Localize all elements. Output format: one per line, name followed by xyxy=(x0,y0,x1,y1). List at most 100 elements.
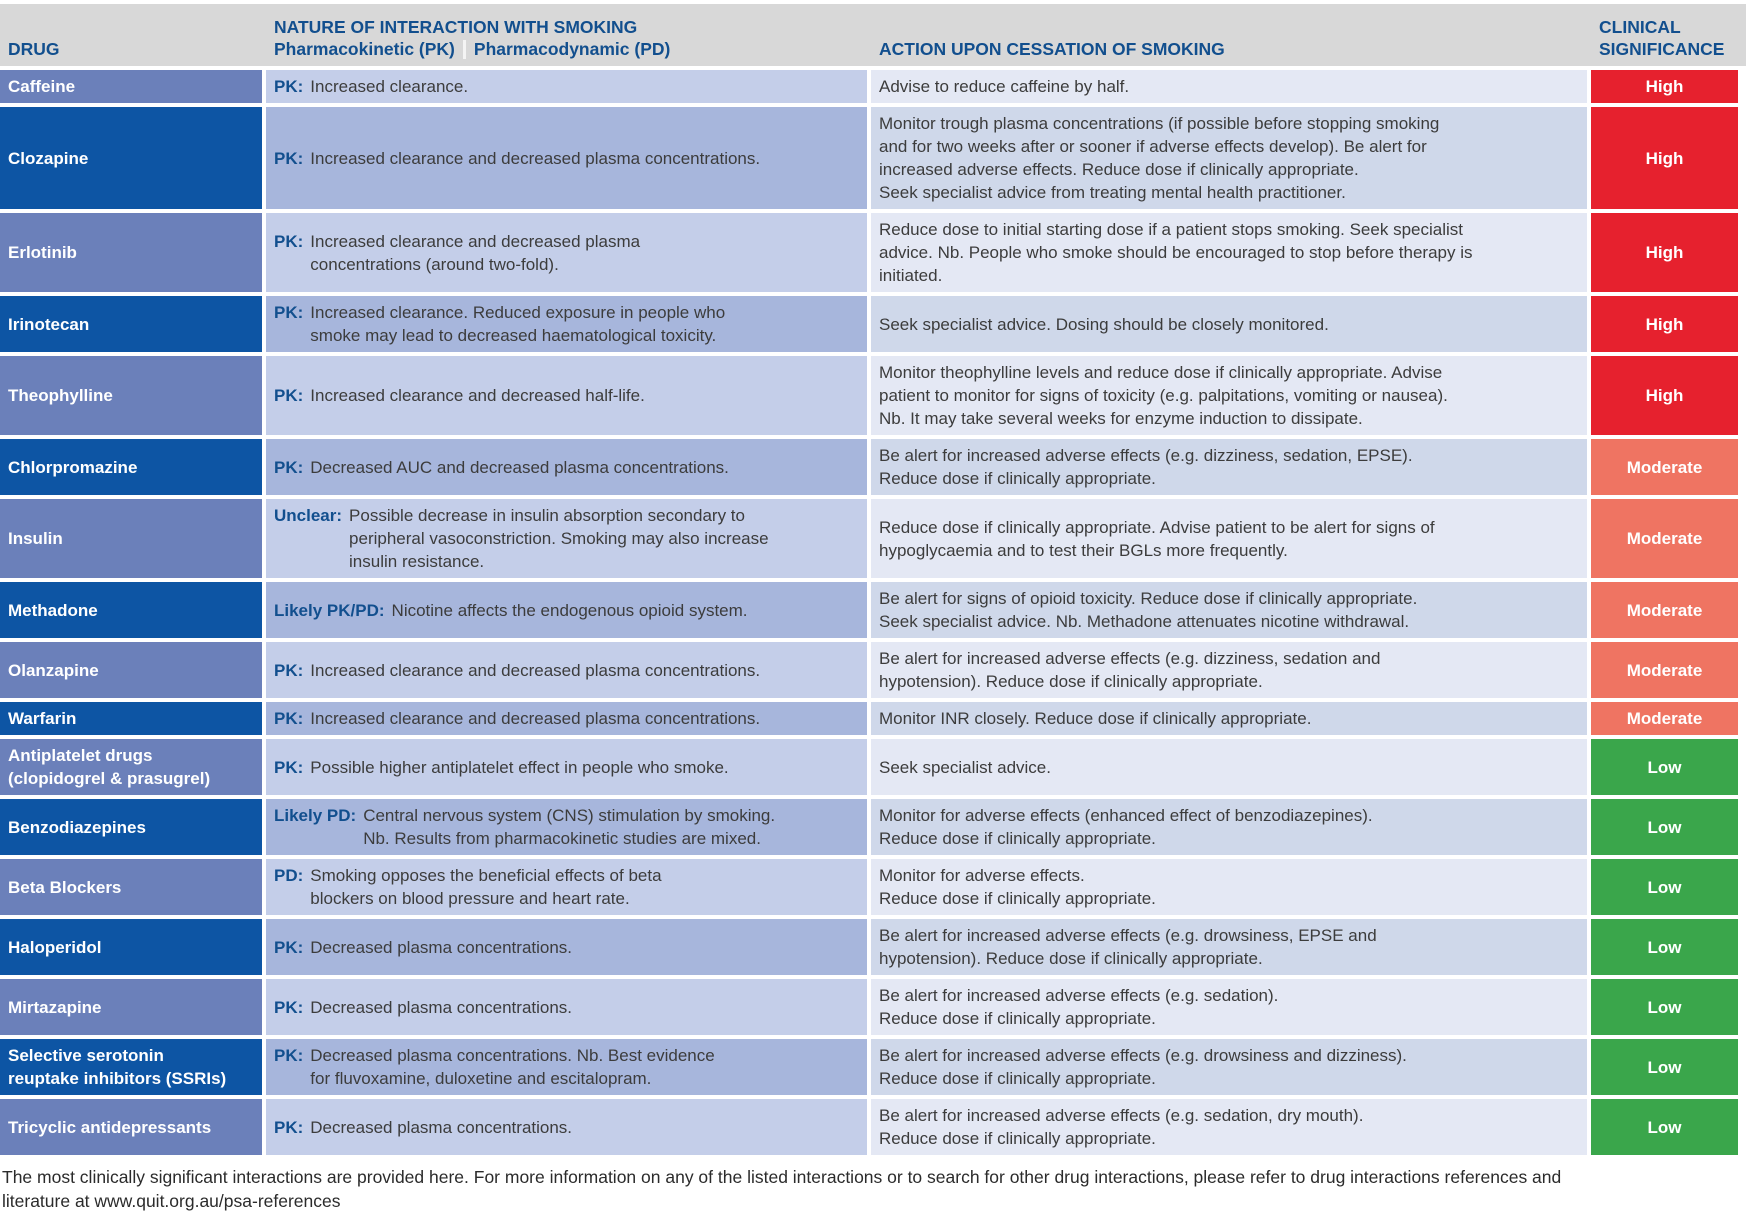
interaction-text: Increased clearance and decreased plasma… xyxy=(310,231,641,274)
interaction-cell: PK: Increased clearance and decreased pl… xyxy=(266,107,867,209)
action-cell: Be alert for increased adverse effects (… xyxy=(871,1039,1587,1095)
significance-badge: Low xyxy=(1591,1039,1738,1095)
interaction-type-label: PK: xyxy=(274,997,304,1017)
interaction-type-label: PK: xyxy=(274,148,304,168)
interaction-cell: Likely PD: Central nervous system (CNS) … xyxy=(266,799,867,855)
table-row: Erlotinib PK: Increased clearance and de… xyxy=(0,213,1746,292)
interaction-cell: PK: Decreased plasma concentrations. xyxy=(266,979,867,1035)
interaction-type-label: PK: xyxy=(274,1117,304,1137)
action-cell: Be alert for increased adverse effects (… xyxy=(871,439,1587,495)
interaction-type-label: PK: xyxy=(274,709,304,728)
action-cell: Seek specialist advice. Dosing should be… xyxy=(871,296,1587,352)
interaction-cell: Unclear: Possible decrease in insulin ab… xyxy=(266,499,867,578)
significance-badge: Low xyxy=(1591,859,1738,915)
interaction-type-label: PK: xyxy=(274,231,304,251)
interaction-type-label: PK: xyxy=(274,757,304,777)
table-row: Selective serotonin reuptake inhibitors … xyxy=(0,1039,1746,1095)
significance-badge: High xyxy=(1591,296,1738,352)
drug-name-cell: Selective serotonin reuptake inhibitors … xyxy=(0,1039,262,1095)
significance-badge: Moderate xyxy=(1591,499,1738,578)
action-cell: Be alert for increased adverse effects (… xyxy=(871,979,1587,1035)
interaction-type-label: PK: xyxy=(274,77,304,96)
drug-name-cell: Irinotecan xyxy=(0,296,262,352)
interaction-text: Nicotine affects the endogenous opioid s… xyxy=(391,600,748,620)
significance-badge: Low xyxy=(1591,979,1738,1035)
action-cell: Be alert for increased adverse effects (… xyxy=(871,919,1587,975)
header-pharmacodynamic: Pharmacodynamic (PD) xyxy=(473,39,671,59)
interaction-text: Central nervous system (CNS) stimulation… xyxy=(363,806,776,848)
interaction-cell: PK: Possible higher antiplatelet effect … xyxy=(266,739,867,795)
significance-badge: Low xyxy=(1591,739,1738,795)
table-row: Chlorpromazine PK: Decreased AUC and dec… xyxy=(0,439,1746,495)
interaction-text: Decreased plasma concentrations. xyxy=(310,937,573,957)
interaction-text: Increased clearance and decreased plasma… xyxy=(310,660,761,680)
action-cell: Monitor for adverse effects (enhanced ef… xyxy=(871,799,1587,855)
drug-name-cell: Insulin xyxy=(0,499,262,578)
action-cell: Monitor theophylline levels and reduce d… xyxy=(871,356,1587,435)
interaction-type-label: PD: xyxy=(274,866,304,885)
action-cell: Be alert for increased adverse effects (… xyxy=(871,642,1587,698)
header-pharmacokinetic: Pharmacokinetic (PK) xyxy=(274,39,455,59)
drug-name-cell: Chlorpromazine xyxy=(0,439,262,495)
interaction-cell: PK: Increased clearance and decreased pl… xyxy=(266,702,867,735)
table-header-row: DRUG NATURE OF INTERACTION WITH SMOKING … xyxy=(0,4,1746,66)
drug-name-cell: Haloperidol xyxy=(0,919,262,975)
interaction-type-label: PK: xyxy=(274,660,304,680)
interaction-type-label: PK: xyxy=(274,937,304,957)
significance-badge: Moderate xyxy=(1591,642,1738,698)
interaction-cell: PK: Increased clearance. Reduced exposur… xyxy=(266,296,867,352)
table-row: Haloperidol PK: Decreased plasma concent… xyxy=(0,919,1746,975)
action-cell: Seek specialist advice. xyxy=(871,739,1587,795)
drug-name-cell: Warfarin xyxy=(0,702,262,735)
action-cell: Reduce dose to initial starting dose if … xyxy=(871,213,1587,292)
table-row: Methadone Likely PK/PD: Nicotine affects… xyxy=(0,582,1746,638)
action-cell: Reduce dose if clinically appropriate. A… xyxy=(871,499,1587,578)
table-row: Beta Blockers PD: Smoking opposes the be… xyxy=(0,859,1746,915)
significance-badge: Moderate xyxy=(1591,439,1738,495)
header-action-upon-cessation: ACTION UPON CESSATION OF SMOKING xyxy=(879,39,1225,59)
interaction-cell: PK: Decreased plasma concentrations. xyxy=(266,919,867,975)
drug-name-cell: Antiplatelet drugs (clopidogrel & prasug… xyxy=(0,739,262,795)
interaction-cell: PK: Increased clearance. xyxy=(266,70,867,103)
table-row: Tricyclic antidepressants PK: Decreased … xyxy=(0,1099,1746,1155)
interaction-text: Possible decrease in insulin absorption … xyxy=(349,506,769,571)
significance-badge: High xyxy=(1591,213,1738,292)
drug-name-cell: Tricyclic antidepressants xyxy=(0,1099,262,1155)
header-nature-of-interaction: NATURE OF INTERACTION WITH SMOKING Pharm… xyxy=(266,16,867,60)
pk-pd-divider xyxy=(462,39,466,59)
table-row: Benzodiazepines Likely PD: Central nervo… xyxy=(0,799,1746,855)
significance-badge: Low xyxy=(1591,919,1738,975)
significance-badge: High xyxy=(1591,107,1738,209)
interaction-type-label: Likely PD: xyxy=(274,806,357,825)
interaction-type-label: PK: xyxy=(274,457,304,477)
drug-name-cell: Methadone xyxy=(0,582,262,638)
interaction-text: Decreased plasma concentrations. xyxy=(310,997,573,1017)
interaction-cell: PK: Decreased plasma concentrations. Nb.… xyxy=(266,1039,867,1095)
table-row: Olanzapine PK: Increased clearance and d… xyxy=(0,642,1746,698)
table-row: Warfarin PK: Increased clearance and dec… xyxy=(0,702,1746,735)
drug-name-cell: Theophylline xyxy=(0,356,262,435)
significance-badge: Moderate xyxy=(1591,582,1738,638)
action-cell: Monitor INR closely. Reduce dose if clin… xyxy=(871,702,1587,735)
drug-name-cell: Erlotinib xyxy=(0,213,262,292)
interaction-type-label: PK: xyxy=(274,386,304,405)
header-nature-title: NATURE OF INTERACTION WITH SMOKING xyxy=(274,17,638,37)
table-row: Mirtazapine PK: Decreased plasma concent… xyxy=(0,979,1746,1035)
action-cell: Advise to reduce caffeine by half. xyxy=(871,70,1587,103)
interaction-cell: PK: Increased clearance and decreased pl… xyxy=(266,213,867,292)
header-clinical-significance: CLINICAL SIGNIFICANCE xyxy=(1599,17,1725,59)
interaction-text: Smoking opposes the beneficial effects o… xyxy=(310,866,662,908)
interaction-text: Increased clearance and decreased plasma… xyxy=(310,148,761,168)
action-cell: Be alert for signs of opioid toxicity. R… xyxy=(871,582,1587,638)
interaction-text: Increased clearance. xyxy=(310,77,469,96)
interaction-text: Decreased plasma concentrations. Nb. Bes… xyxy=(310,1046,715,1088)
drug-name-cell: Olanzapine xyxy=(0,642,262,698)
interaction-cell: PK: Increased clearance and decreased ha… xyxy=(266,356,867,435)
action-cell: Be alert for increased adverse effects (… xyxy=(871,1099,1587,1155)
interaction-cell: PK: Decreased AUC and decreased plasma c… xyxy=(266,439,867,495)
interaction-type-label: Likely PK/PD: xyxy=(274,600,385,620)
action-cell: Monitor trough plasma concentrations (if… xyxy=(871,107,1587,209)
drug-name-cell: Beta Blockers xyxy=(0,859,262,915)
drug-name-cell: Mirtazapine xyxy=(0,979,262,1035)
table-row: Insulin Unclear: Possible decrease in in… xyxy=(0,499,1746,578)
